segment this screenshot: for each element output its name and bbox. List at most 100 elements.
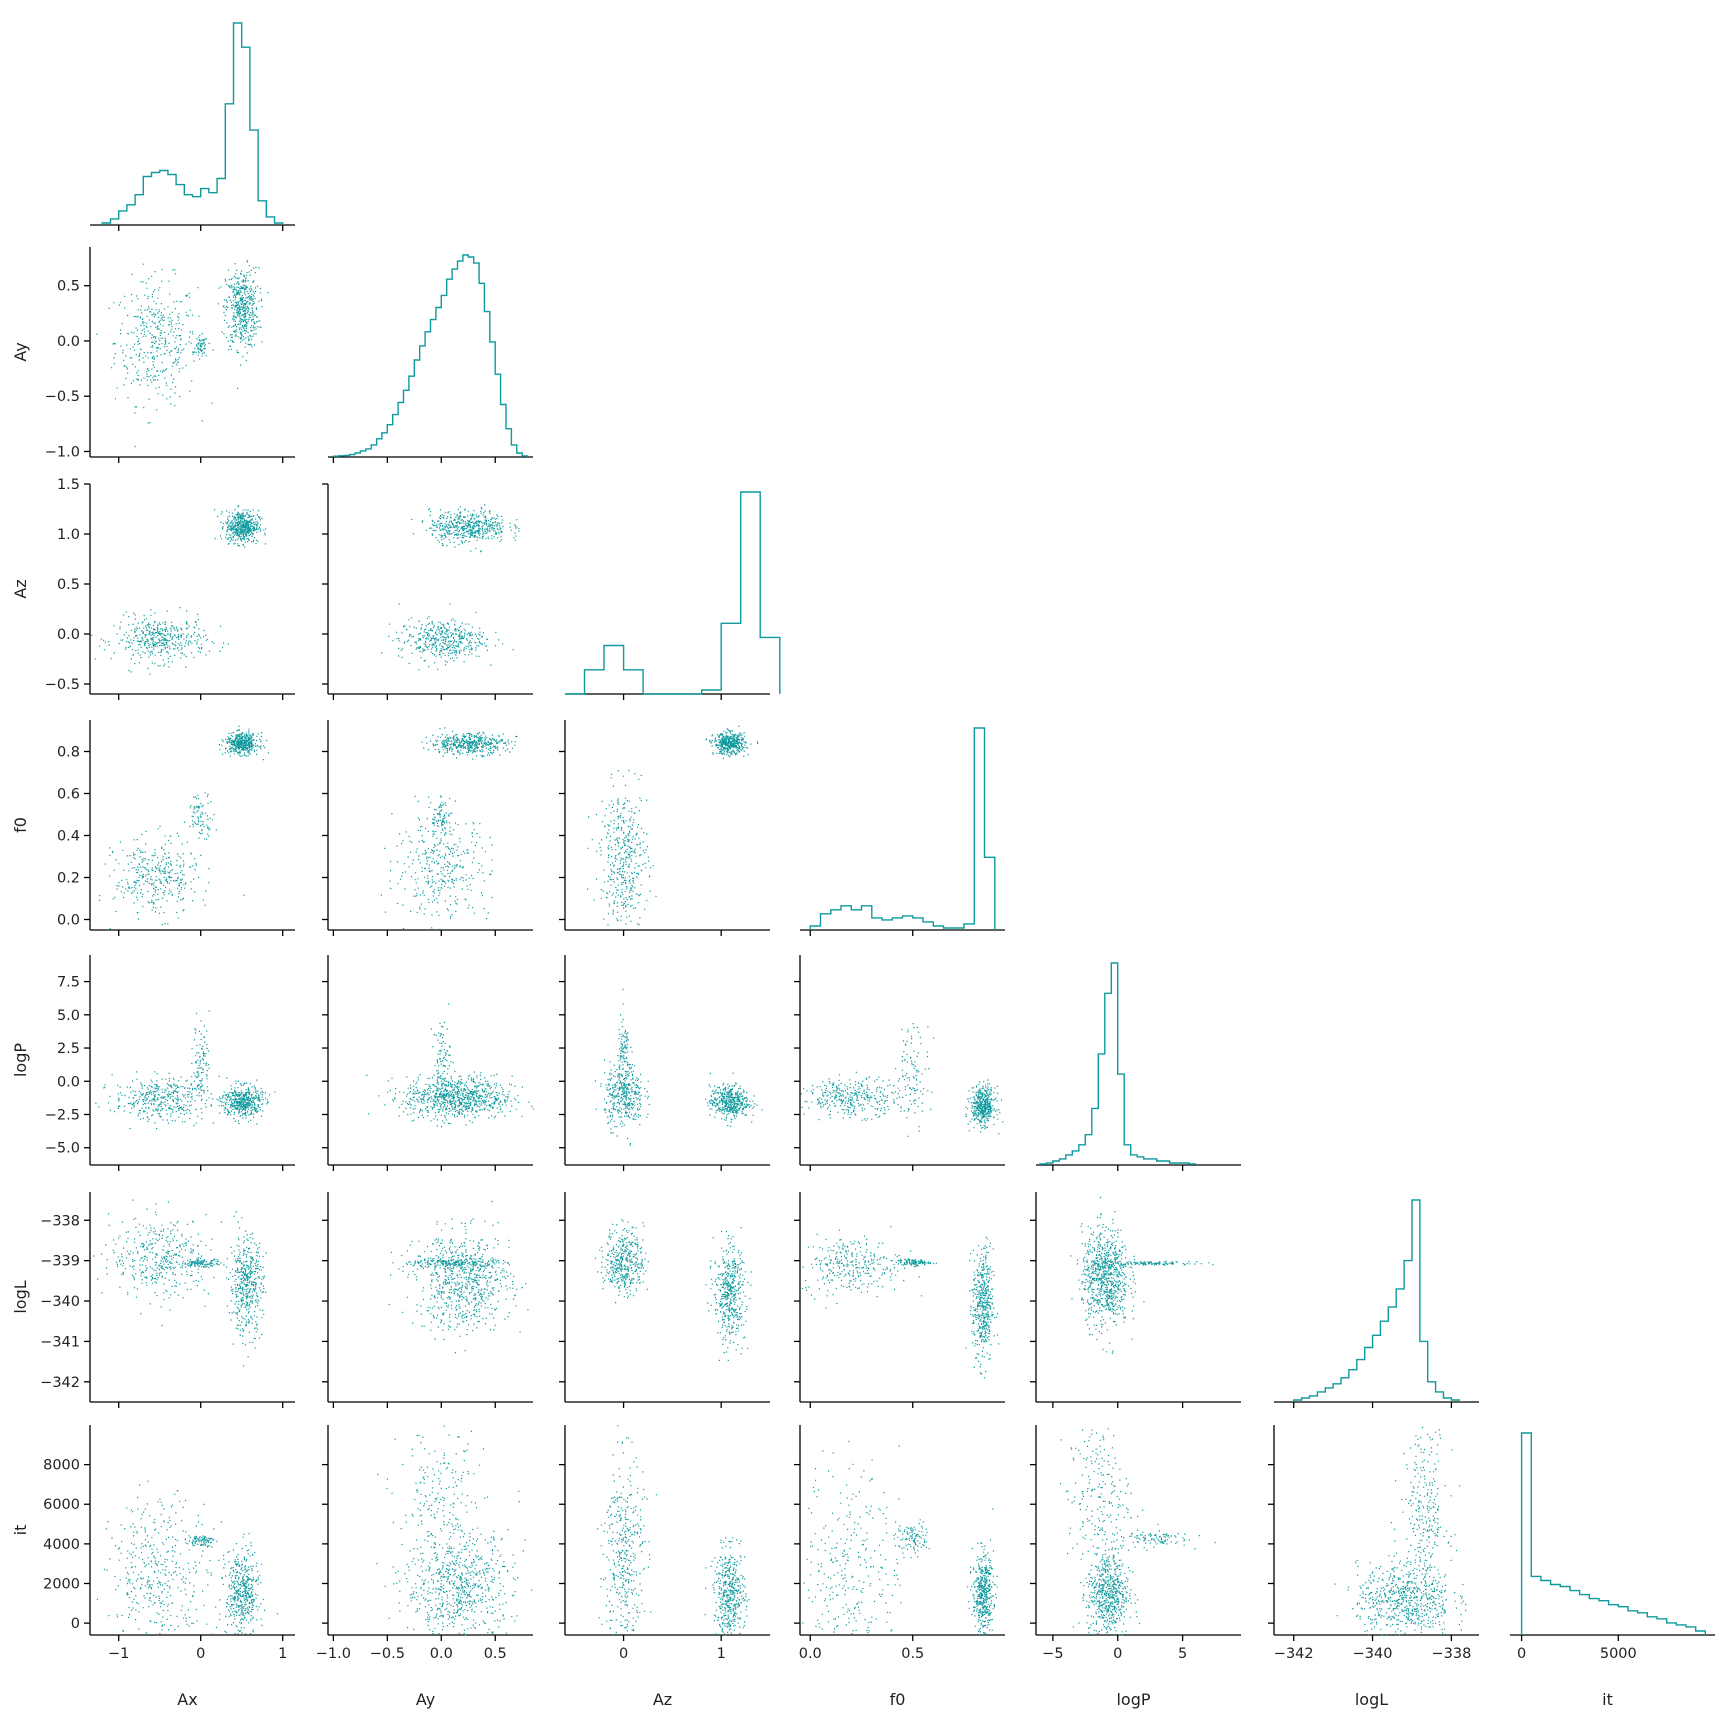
panel-f0-logL	[794, 1192, 1005, 1408]
y-tick-label: 0.0	[57, 1074, 80, 1090]
panel-logP-logL	[1030, 1192, 1241, 1408]
y-tick-label: 7.5	[57, 975, 80, 991]
scatter-points-Ax-it	[96, 1480, 278, 1636]
panel-logL-it: −342 −340 −338	[1268, 1425, 1479, 1662]
y-tick-label: 0.8	[57, 745, 80, 761]
scatter-points-Ax-logL	[93, 1199, 267, 1367]
scatter-points-Ax-logP	[95, 1010, 276, 1130]
panel-Ax-Ax	[90, 22, 295, 231]
panel-Az-f0	[559, 720, 770, 936]
x-tick-label: 0.5	[901, 1646, 924, 1662]
scatter-points-f0-logL	[801, 1226, 1000, 1379]
panel-Az-logL	[559, 1192, 770, 1408]
scatter-points-logP-logL	[1070, 1196, 1214, 1354]
x-tick-label: 0	[1517, 1646, 1526, 1662]
panel-Ay-logP	[322, 955, 534, 1171]
x-axis-label-it: it	[1602, 1690, 1613, 1709]
x-tick-label: −340	[1353, 1646, 1393, 1662]
scatter-points-Ay-it	[376, 1425, 533, 1636]
y-tick-label: 8000	[43, 1458, 80, 1474]
scatter-points-logL-it	[1334, 1426, 1467, 1636]
y-tick-label: 4000	[43, 1537, 80, 1553]
x-tick-label: −5	[1042, 1646, 1063, 1662]
histogram-Ay	[332, 254, 529, 457]
x-tick-label: 0.0	[430, 1646, 453, 1662]
scatter-points-f0-logP	[800, 1023, 1004, 1137]
y-tick-label: 0.0	[57, 334, 80, 350]
histogram-it	[1520, 1432, 1706, 1635]
panel-Ax-it: 0 2000 4000 6000 8000 −1 0 1	[43, 1425, 295, 1662]
y-tick-label: −1.0	[45, 444, 80, 460]
panel-Ax-logL: −342 −341 −340 −339 −338	[40, 1192, 295, 1408]
y-tick-label: −0.5	[45, 677, 80, 693]
y-tick-label: −341	[40, 1334, 80, 1350]
scatter-points-Ay-f0	[380, 727, 518, 930]
y-tick-label: 1.5	[57, 477, 80, 493]
x-axis-label-logP: logP	[1116, 1690, 1150, 1709]
y-axis-label-it: it	[11, 1525, 30, 1536]
histogram-logL	[1293, 1199, 1460, 1402]
x-tick-label: −0.5	[370, 1646, 405, 1662]
scatter-points-Ax-f0	[99, 725, 270, 930]
scatter-points-Ay-Az	[381, 504, 520, 671]
panel-f0-f0	[800, 727, 1005, 936]
panel-Ay-Az	[322, 483, 533, 700]
y-tick-label: 0.5	[57, 279, 80, 295]
histogram-Az	[565, 491, 781, 695]
y-tick-label: 0.5	[57, 577, 80, 593]
x-tick-label: 0	[619, 1646, 628, 1662]
panel-Ay-logL	[322, 1192, 533, 1408]
panel-f0-logP	[794, 955, 1005, 1171]
x-tick-label: 0.0	[799, 1646, 822, 1662]
panel-Az-logP	[559, 955, 770, 1171]
x-tick-label: 5000	[1600, 1646, 1637, 1662]
x-axis-label-logL: logL	[1355, 1690, 1388, 1709]
x-tick-label: 5	[1178, 1646, 1187, 1662]
y-tick-label: −5.0	[45, 1141, 80, 1157]
y-tick-label: 2.5	[57, 1041, 80, 1057]
y-tick-label: 0	[71, 1616, 80, 1632]
panel-Ay-it: −1.0 −0.5 0.0 0.5	[316, 1425, 533, 1662]
x-tick-label: −1.0	[316, 1646, 351, 1662]
panel-logP-logP	[1036, 962, 1241, 1171]
y-tick-label: 0.0	[57, 913, 80, 929]
x-tick-label: −338	[1431, 1646, 1471, 1662]
x-tick-label: 0	[196, 1646, 205, 1662]
y-axis-label-logP: logP	[11, 1043, 30, 1077]
y-tick-label: 0.2	[57, 871, 80, 887]
y-tick-label: 2000	[43, 1576, 80, 1592]
x-axis-label-Ax: Ax	[177, 1690, 197, 1709]
x-axis-label-Ay: Ay	[416, 1690, 435, 1709]
x-tick-label: 1	[278, 1646, 287, 1662]
scatter-points-f0-it	[802, 1440, 998, 1637]
scatter-points-logP-it	[1060, 1428, 1216, 1636]
y-tick-label: 0.0	[57, 627, 80, 643]
x-tick-label: 1	[717, 1646, 726, 1662]
x-axis-label-Az: Az	[653, 1690, 672, 1709]
panel-logL-logL	[1274, 1199, 1479, 1408]
scatter-points-Az-logP	[594, 988, 763, 1146]
y-tick-label: 0.6	[57, 787, 80, 803]
x-tick-label: −342	[1274, 1646, 1314, 1662]
y-tick-label: −342	[40, 1375, 80, 1391]
panel-it-it: 0 5000	[1510, 1432, 1715, 1662]
scatter-points-Az-logL	[594, 1219, 752, 1361]
y-axis-label-Az: Az	[11, 579, 30, 598]
panel-f0-it: 0.0 0.5	[794, 1425, 1005, 1662]
panel-logP-it: −5 0 5	[1030, 1425, 1241, 1662]
y-tick-label: 1.0	[57, 527, 80, 543]
y-tick-label: −340	[40, 1294, 80, 1310]
x-tick-label: 0.5	[484, 1646, 507, 1662]
panel-Ax-f0: 0.0 0.2 0.4 0.6 0.8	[57, 720, 295, 936]
panel-Ax-Az: −0.5 0.0 0.5 1.0 1.5	[45, 477, 295, 700]
x-axis-label-f0: f0	[890, 1690, 906, 1709]
histogram-logP	[1039, 962, 1197, 1165]
scatter-points-Az-it	[597, 1425, 750, 1636]
y-tick-label: −2.5	[45, 1107, 80, 1123]
y-axis-label-Ay: Ay	[11, 342, 30, 361]
panel-Ax-logP: −5.0 −2.5 0.0 2.5 5.0 7.5	[45, 955, 295, 1171]
scatter-points-Ay-logP	[366, 1003, 534, 1128]
x-tick-label: 0	[1113, 1646, 1122, 1662]
histogram-Ax	[101, 22, 284, 225]
